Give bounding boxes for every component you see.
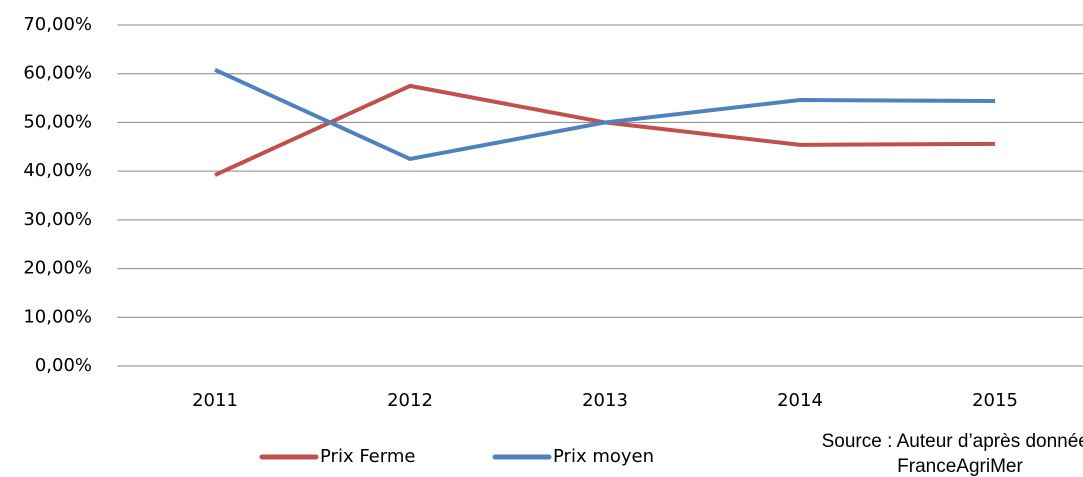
data-line	[214, 67, 996, 161]
y-tick-label: 70,00%	[23, 14, 92, 35]
y-tick-label: 60,00%	[23, 63, 92, 84]
y-tick-label: 50,00%	[23, 111, 92, 132]
x-tick-label: 2014	[777, 390, 823, 411]
y-tick-label: 10,00%	[23, 306, 92, 327]
y-tick-label: 30,00%	[23, 209, 92, 230]
x-tick-label: 2012	[387, 390, 433, 411]
x-tick-label: 2013	[582, 390, 628, 411]
source-note: Source : Auteur d’après données	[822, 431, 1083, 452]
x-tick-label: 2015	[972, 390, 1018, 411]
legend-label: Prix Ferme	[320, 446, 415, 467]
source-note: FranceAgriMer	[897, 456, 1023, 477]
legend-label: Prix moyen	[553, 446, 654, 467]
y-tick-label: 20,00%	[23, 258, 92, 279]
y-tick-label: 0,00%	[35, 355, 92, 376]
y-tick-label: 40,00%	[23, 160, 92, 181]
x-tick-label: 2011	[192, 390, 238, 411]
